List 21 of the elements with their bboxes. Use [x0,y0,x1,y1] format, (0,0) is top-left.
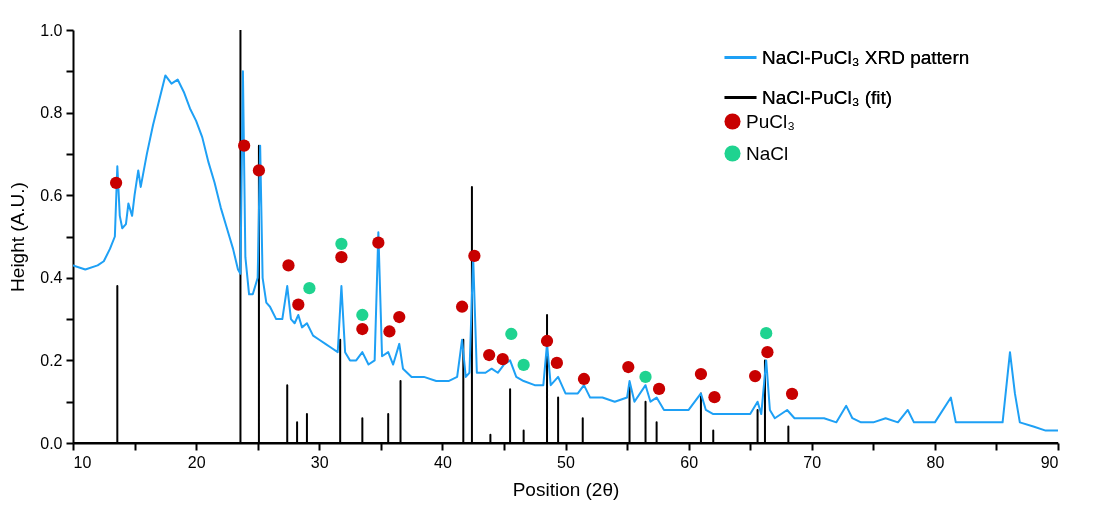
x-tick-label: 40 [433,453,452,471]
x-tick-label: 70 [803,453,822,471]
y-tick-label: 0.4 [40,269,63,287]
x-tick-label: 60 [680,453,699,471]
legend-label: NaCl [746,142,789,164]
x-tick-label: 50 [557,453,575,471]
y-tick-label: 0.8 [40,104,63,122]
legend-label: NaCl-PuCl₃ XRD pattern [762,46,970,68]
x-axis-title: Position (2θ) [512,478,620,500]
legend-label: NaCl-PuCl₃ (fit) [762,86,893,108]
x-tick-label: 90 [1040,453,1059,471]
y-tick-label: 1.0 [40,21,63,39]
legend-label: PuCl₃ [746,110,795,132]
y-tick-label: 0.2 [40,351,63,369]
y-tick-label: 0.0 [40,434,63,452]
x-tick-label: 20 [187,453,206,471]
x-tick-label: 30 [310,453,329,471]
x-tick-label: 10 [73,453,92,471]
x-tick-label: 80 [926,453,945,471]
y-axis-title: Height (A.U.) [7,182,29,292]
y-tick-label: 0.6 [40,186,63,204]
